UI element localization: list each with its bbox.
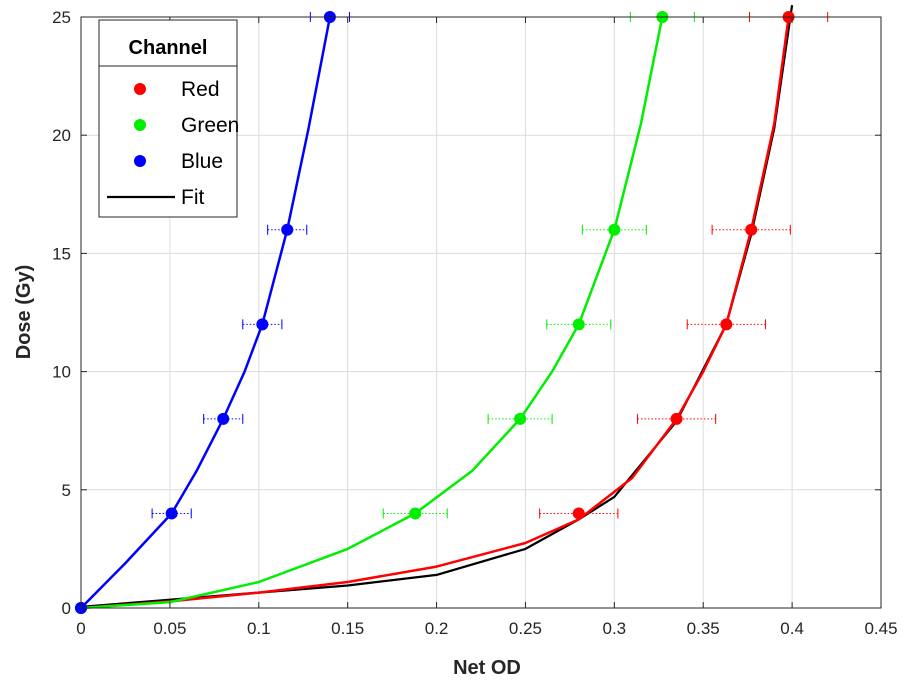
y-tick-label: 5	[62, 481, 71, 500]
x-tick-label: 0.4	[780, 619, 804, 638]
x-tick-label: 0.25	[509, 619, 542, 638]
legend-marker-red	[134, 83, 146, 95]
axis-ticks: 0 0.05 0.1 0.15 0.2 0.25 0.3 0.35 0.4 0.45 0 5 10 15 2…	[52, 8, 897, 638]
y-tick-label: 15	[52, 244, 71, 263]
data-point-red	[670, 412, 683, 425]
data-point-blue	[217, 412, 230, 425]
legend-box	[98, 19, 238, 218]
legend: Channel Red Green Blue Fit	[98, 19, 239, 218]
data-point-blue	[256, 318, 269, 331]
x-tick-label: 0	[76, 619, 85, 638]
fit-curve-blue	[80, 16, 332, 609]
data-point-blue	[281, 223, 294, 236]
legend-marker-green	[134, 119, 146, 131]
x-axis-label: Net OD	[453, 657, 521, 679]
legend-marker-blue	[134, 155, 146, 167]
y-tick-label: 25	[52, 8, 71, 27]
fit-curve-green	[80, 16, 664, 610]
data-point-blue	[165, 507, 178, 520]
data-point-green	[608, 223, 621, 236]
legend-label-fit: Fit	[181, 186, 204, 209]
x-tick-label: 0.15	[331, 619, 364, 638]
x-tick-label: 0.05	[153, 619, 186, 638]
y-axis-label: Dose (Gy)	[13, 265, 35, 359]
legend-label-green: Green	[181, 114, 239, 137]
y-tick-label: 0	[62, 599, 71, 618]
legend-label-blue: Blue	[181, 150, 223, 173]
error-bars	[151, 12, 829, 519]
data-point-green	[572, 318, 585, 331]
x-tick-label: 0.3	[603, 619, 627, 638]
data-point-red	[572, 507, 585, 520]
x-tick-label: 0.2	[425, 619, 449, 638]
legend-title: Channel	[129, 37, 208, 59]
x-tick-label: 0.1	[247, 619, 271, 638]
y-tick-label: 20	[52, 126, 71, 145]
x-tick-label: 0.45	[864, 619, 897, 638]
y-tick-label: 10	[52, 363, 71, 382]
legend-label-red: Red	[181, 78, 220, 101]
fit-curve-red	[80, 16, 790, 610]
plot-frame	[80, 16, 882, 609]
x-tick-label: 0.35	[687, 619, 720, 638]
data-point-green	[409, 507, 422, 520]
data-point-red	[745, 223, 758, 236]
data-point-green	[514, 412, 527, 425]
legend-entries: Red Green Blue Fit	[107, 78, 239, 209]
data-point-red	[720, 318, 733, 331]
